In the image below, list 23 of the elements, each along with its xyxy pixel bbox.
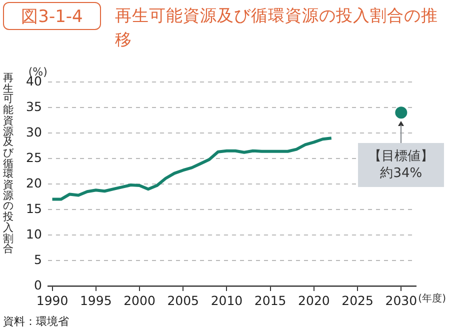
text: (年度) bbox=[418, 292, 446, 305]
x-tick-label: 2015 bbox=[254, 292, 286, 308]
x-tick-label: 2025 bbox=[342, 292, 374, 308]
chart-title: 再生可能資源及び循環資源の投入割合の推移 bbox=[115, 5, 439, 51]
x-tick-label: 1990 bbox=[36, 292, 68, 308]
x-tick-label: 2000 bbox=[124, 292, 156, 308]
y-tick-label: 10 bbox=[26, 226, 42, 242]
y-tick-label: 15 bbox=[26, 200, 42, 216]
x-tick-label: 2010 bbox=[210, 292, 243, 308]
y-tick-label: 35 bbox=[26, 98, 42, 114]
annotation: 【目標値】約34% bbox=[358, 142, 444, 187]
caption: 図3-1-4 bbox=[3, 2, 101, 30]
y-tick-label: 0 bbox=[34, 277, 42, 292]
x-tick-label: 2030 bbox=[385, 292, 418, 308]
text: 再生可能資源及び循環資源の投入割合 bbox=[3, 72, 14, 256]
text: 資料：環境省 bbox=[3, 314, 69, 329]
x-tick-label: 1995 bbox=[80, 292, 112, 308]
y-tick-label: 25 bbox=[26, 150, 42, 165]
y-tick-label: 5 bbox=[34, 252, 42, 267]
x-tick-label: 2020 bbox=[298, 292, 330, 308]
y-tick-label: 20 bbox=[26, 175, 42, 190]
x-tick-label: 2005 bbox=[167, 292, 200, 308]
y-tick-label: 30 bbox=[26, 124, 42, 140]
